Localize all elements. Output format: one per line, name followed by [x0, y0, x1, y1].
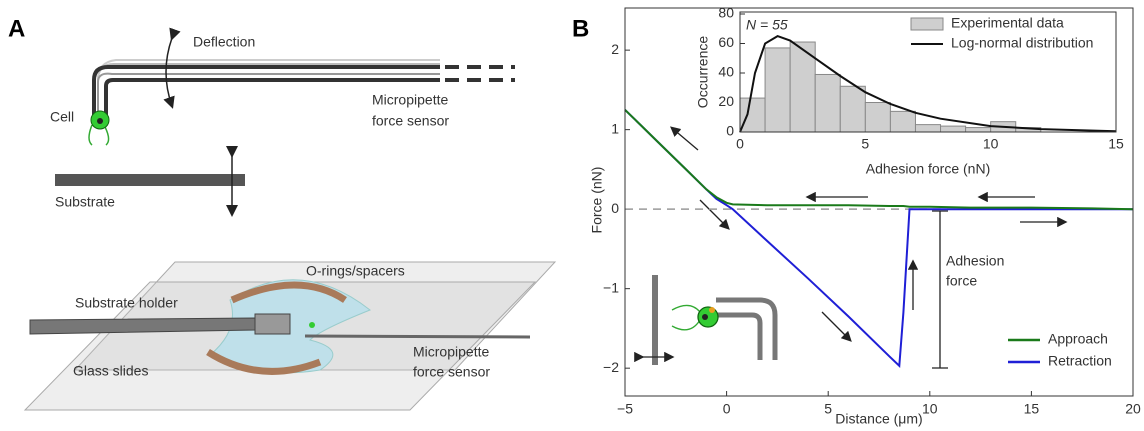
y-tick-label: 80 — [718, 5, 734, 21]
y-tick-label: 60 — [718, 34, 734, 50]
y-tick-label: −2 — [603, 359, 619, 375]
label: Substrate holder — [75, 295, 178, 311]
bar — [864, 102, 891, 133]
label: Glass slides — [73, 363, 148, 379]
x-tick-label: 0 — [723, 401, 731, 417]
bar — [965, 127, 992, 133]
y-tick-label: 20 — [718, 93, 734, 109]
x-tick-label: 0 — [736, 136, 744, 152]
x-tick-label: 10 — [983, 136, 999, 152]
fit-curve — [739, 35, 1117, 133]
legend-swatch — [910, 17, 944, 31]
annotation: Adhesion — [946, 253, 1004, 269]
label: Deflection — [193, 34, 255, 50]
bar — [814, 73, 841, 133]
legend-label: Experimental data — [951, 15, 1064, 31]
bar — [764, 47, 791, 133]
label: Micropipette — [372, 92, 448, 108]
x-tick-label: 15 — [1108, 136, 1124, 152]
pipette-diagram — [23, 27, 557, 411]
x-tick-label: −5 — [617, 401, 633, 417]
data-line — [624, 109, 1134, 211]
panel-label: B — [572, 15, 589, 42]
x-tick-label: 15 — [1024, 401, 1040, 417]
bar — [914, 124, 942, 133]
bar — [839, 85, 866, 133]
y-tick-label: −1 — [603, 279, 619, 295]
x-axis-label: Distance (μm) — [835, 411, 922, 427]
y-tick-label: 0 — [611, 200, 619, 216]
legend-label: Approach — [1048, 331, 1108, 347]
y-tick-label: 0 — [726, 123, 734, 139]
x-tick-label: 10 — [922, 401, 938, 417]
y-axis-label: Occurrence — [695, 36, 711, 109]
bar — [889, 110, 916, 133]
panel-label: A — [8, 15, 25, 42]
bar — [739, 97, 766, 133]
legend-label: Log-normal distribution — [951, 35, 1093, 51]
x-tick-label: 5 — [824, 401, 832, 417]
legend-label: Retraction — [1048, 353, 1112, 369]
x-tick-label: 20 — [1125, 401, 1141, 417]
label: Micropipette — [413, 344, 489, 360]
annotation: force — [946, 273, 977, 289]
y-tick-label: 40 — [718, 64, 734, 80]
y-tick-label: 2 — [611, 41, 619, 57]
y-tick-label: 1 — [611, 120, 619, 136]
annotation: N = 55 — [746, 17, 788, 33]
y-axis-label: Force (nN) — [589, 167, 605, 234]
label: Cell — [50, 109, 74, 125]
bar — [940, 125, 967, 133]
chart-decor — [634, 126, 1068, 369]
label: O-rings/spacers — [306, 263, 405, 279]
inset-frame — [739, 11, 1117, 133]
label: Substrate — [55, 194, 115, 210]
label: force sensor — [372, 113, 449, 129]
plot-frame — [624, 7, 1134, 397]
x-tick-label: 5 — [861, 136, 869, 152]
x-axis-label: Adhesion force (nN) — [866, 161, 991, 177]
label: force sensor — [413, 364, 490, 380]
data-line — [624, 109, 1133, 368]
